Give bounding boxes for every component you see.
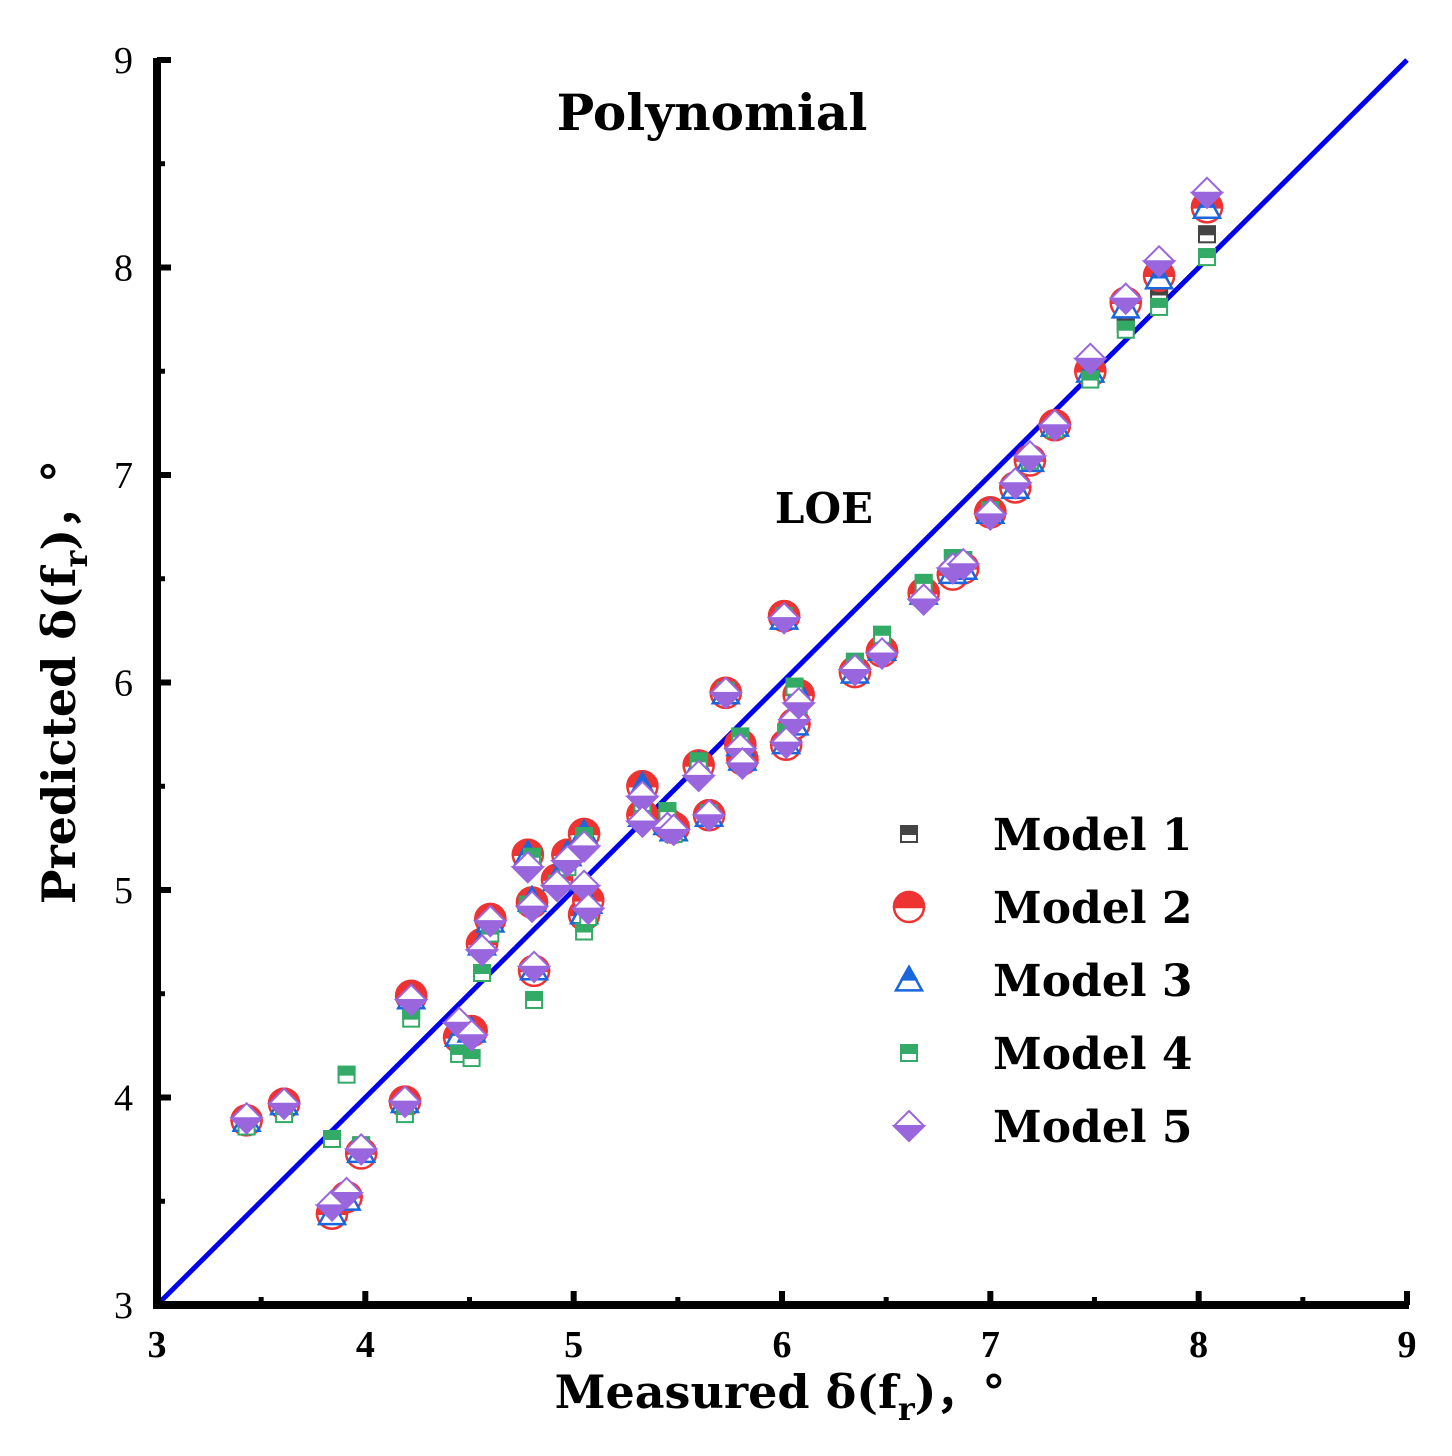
data-point	[945, 547, 981, 581]
data-point	[1198, 225, 1216, 244]
legend-marker	[900, 1044, 918, 1062]
data-point	[1012, 439, 1048, 473]
data-point	[229, 1101, 264, 1135]
y-axis-title: Predicted δ(fr)，°	[32, 460, 95, 904]
legend-item: Model 5	[891, 1102, 1192, 1153]
data-point	[873, 625, 891, 644]
x-tick-label: 4	[356, 1324, 375, 1366]
data-point	[323, 1130, 341, 1148]
legend: Model 1 Model 2 Model 3 Model 4 Model 5	[891, 810, 1192, 1153]
legend-label: Model 2	[993, 883, 1192, 934]
x-axis-title-main: Measured δ(f	[555, 1365, 901, 1419]
data-point	[566, 830, 602, 863]
data-point	[514, 890, 550, 924]
data-point	[658, 802, 677, 821]
points-layer	[229, 176, 1225, 1230]
data-point	[656, 813, 692, 847]
legend-marker	[900, 825, 918, 843]
data-point	[837, 653, 873, 687]
data-point	[525, 990, 544, 1009]
x-tick-label: 6	[773, 1324, 792, 1366]
x-tick-label: 8	[1189, 1324, 1208, 1366]
legend-marker	[892, 890, 926, 924]
data-point	[766, 601, 802, 635]
data-point	[1116, 320, 1135, 339]
data-point	[454, 1018, 489, 1052]
legend-label: Model 4	[993, 1029, 1192, 1080]
legend-label: Model 3	[993, 956, 1192, 1007]
data-point	[387, 1085, 423, 1119]
x-tick-label: 7	[981, 1324, 1000, 1366]
data-point	[516, 950, 552, 984]
data-point	[539, 869, 575, 903]
x-tick-label: 9	[1398, 1324, 1417, 1366]
x-tick-label: 5	[564, 1324, 583, 1366]
data-point	[681, 759, 717, 793]
x-axis-title-tail: )，°	[915, 1365, 1006, 1419]
data-point	[625, 805, 660, 838]
data-point	[462, 1049, 481, 1068]
data-point	[1198, 248, 1216, 267]
data-point	[343, 1132, 379, 1166]
data-point	[337, 1065, 356, 1084]
y-tick-label: 3	[114, 1285, 133, 1327]
data-point	[510, 850, 546, 884]
legend-label: Model 5	[993, 1102, 1192, 1153]
data-point	[1037, 408, 1073, 442]
y-tick-label: 9	[114, 40, 133, 82]
legend-item: Model 2	[892, 883, 1192, 934]
data-point	[1141, 244, 1177, 278]
data-point	[464, 933, 500, 967]
data-point	[864, 637, 900, 670]
legend-item: Model 1	[900, 810, 1192, 861]
legend-label: Model 1	[993, 810, 1192, 861]
loe-line-layer	[155, 58, 1409, 1307]
x-axis-title-sub: r	[898, 1390, 916, 1428]
x-axis-title: Measured δ(fr)，°	[555, 1365, 1006, 1428]
legend-item: Model 3	[893, 956, 1192, 1007]
loe-annotation: LOE	[775, 484, 873, 533]
chart-title: Polynomial	[557, 83, 868, 142]
data-point	[1189, 176, 1225, 210]
data-point	[1150, 297, 1169, 316]
data-point	[570, 892, 606, 926]
ticks: 3 4 5 6 7 8 9 3 4 5 6 7 8 9	[114, 40, 1417, 1366]
legend-marker	[893, 964, 925, 992]
data-point	[472, 904, 508, 938]
data-point	[997, 466, 1033, 500]
data-point	[266, 1087, 302, 1121]
legend-item: Model 4	[900, 1029, 1192, 1080]
data-point	[1108, 282, 1144, 316]
y-axis-title-sub: r	[57, 549, 95, 567]
y-tick-label: 8	[114, 248, 133, 290]
y-tick-label: 5	[114, 870, 133, 912]
series-5	[229, 176, 1225, 1222]
loe-line	[155, 58, 1409, 1307]
x-tick-label: 3	[148, 1324, 167, 1366]
y-axis-title-tail: )，°	[32, 460, 86, 551]
data-point	[906, 583, 942, 616]
data-point	[329, 1176, 364, 1210]
y-tick-label: 4	[114, 1078, 133, 1120]
data-point	[781, 686, 817, 720]
y-tick-label: 6	[114, 663, 133, 705]
y-tick-label: 7	[114, 455, 133, 497]
data-point	[725, 747, 760, 780]
data-point	[473, 964, 491, 982]
data-point	[972, 498, 1008, 531]
data-point	[708, 676, 744, 710]
data-point	[691, 798, 727, 832]
legend-marker	[891, 1109, 927, 1143]
y-axis-title-main: Predicted δ(f	[32, 564, 86, 904]
data-point	[393, 983, 429, 1017]
data-point	[1072, 342, 1108, 376]
